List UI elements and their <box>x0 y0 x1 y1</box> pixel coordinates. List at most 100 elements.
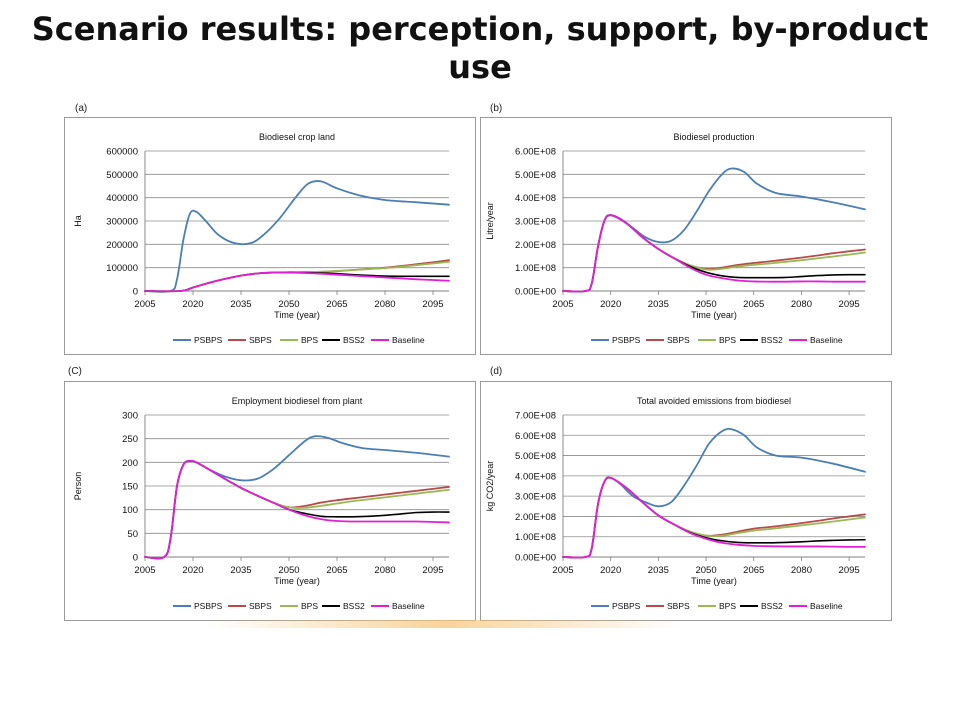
series-line-baseline <box>144 271 450 293</box>
legend-item-psbps: PSBPS <box>173 335 223 345</box>
series-line-baseline <box>562 214 866 293</box>
x-tick-label: 2080 <box>791 565 812 576</box>
y-tick-label: 6.00E+08 <box>515 147 556 158</box>
panel-label-a: (a) <box>75 103 88 114</box>
x-tick-label: 2020 <box>182 565 203 576</box>
x-tick-label: 2005 <box>552 299 573 310</box>
y-tick-label: 100000 <box>106 263 138 274</box>
legend-item-psbps: PSBPS <box>591 601 641 611</box>
y-tick-label: 5.00E+08 <box>515 170 556 181</box>
legend-item-baseline: Baseline <box>371 335 425 345</box>
series-line-bss2 <box>562 214 866 293</box>
y-tick-label: 2.00E+08 <box>515 240 556 251</box>
x-tick-label: 2020 <box>600 299 621 310</box>
x-tick-label: 2005 <box>134 299 155 310</box>
legend-item-psbps: PSBPS <box>591 335 641 345</box>
y-tick-label: 300000 <box>106 217 138 228</box>
series-line-sbps <box>562 214 866 293</box>
legend-label: PSBPS <box>612 335 641 345</box>
series-line-psbps <box>562 167 866 293</box>
x-tick-label: 2035 <box>648 565 669 576</box>
legend-label: BSS2 <box>343 335 365 345</box>
x-tick-label: 2065 <box>326 565 347 576</box>
y-tick-label: 4.00E+08 <box>515 471 556 482</box>
chart-svg: Employment biodiesel from plant 0 50 100 150… <box>73 396 450 611</box>
chart-panel-crop-land: Biodiesel crop land 0 100000 200000 300000 40… <box>64 117 476 355</box>
x-tick-label: 2020 <box>182 299 203 310</box>
y-tick-label: 300 <box>122 411 138 422</box>
x-tick-label: 2095 <box>422 565 443 576</box>
y-tick-label: 100 <box>122 505 138 516</box>
legend-label: PSBPS <box>612 601 641 611</box>
panel-label-c: (C) <box>68 366 82 377</box>
y-axis-label: Ha <box>73 215 83 227</box>
y-tick-label: 1.00E+08 <box>515 263 556 274</box>
y-tick-label: 50 <box>127 529 138 540</box>
series-line-baseline <box>144 459 450 560</box>
legend-item-sbps: SBPS <box>228 335 272 345</box>
legend-item-sbps: SBPS <box>646 601 690 611</box>
legend-item-psbps: PSBPS <box>173 601 223 611</box>
chart-title: Biodiesel crop land <box>259 132 335 142</box>
series-line-psbps <box>562 427 866 559</box>
chart-svg: Biodiesel production 0.00E+00 1.00E+08 2.00… <box>485 132 866 345</box>
legend-label: Baseline <box>810 335 843 345</box>
legend-item-bps: BPS <box>698 335 736 345</box>
y-tick-label: 0.00E+00 <box>515 553 556 564</box>
y-tick-label: 0 <box>133 287 138 298</box>
x-tick-label: 2050 <box>695 565 716 576</box>
y-axis-label: kg CO2/year <box>485 461 495 512</box>
legend-label: BPS <box>719 601 736 611</box>
x-tick-label: 2080 <box>374 565 395 576</box>
x-axis-label: Time (year) <box>274 576 320 586</box>
series-line-psbps <box>144 435 450 560</box>
x-tick-label: 2050 <box>695 299 716 310</box>
y-tick-label: 3.00E+08 <box>515 492 556 503</box>
series-line-baseline <box>562 476 866 559</box>
x-tick-label: 2035 <box>230 299 251 310</box>
x-tick-label: 2080 <box>374 299 395 310</box>
panel-label-b: (b) <box>490 103 503 114</box>
chart-title: Employment biodiesel from plant <box>232 396 363 406</box>
footer-accent-glow <box>210 620 680 628</box>
y-tick-label: 600000 <box>106 147 138 158</box>
chart-panel-production: Biodiesel production 0.00E+00 1.00E+08 2.00… <box>480 117 892 355</box>
legend-item-bss2: BSS2 <box>740 601 783 611</box>
legend-item-bss2: BSS2 <box>322 601 365 611</box>
legend-label: SBPS <box>249 335 272 345</box>
x-axis-label: Time (year) <box>691 310 737 320</box>
y-tick-label: 200 <box>122 458 138 469</box>
legend-item-bss2: BSS2 <box>740 335 783 345</box>
x-tick-label: 2065 <box>743 565 764 576</box>
legend-label: Baseline <box>392 601 425 611</box>
x-tick-label: 2065 <box>743 299 764 310</box>
y-tick-label: 2.00E+08 <box>515 512 556 523</box>
legend-label: BPS <box>719 335 736 345</box>
x-tick-label: 2095 <box>839 565 860 576</box>
slide-title: Scenario results: perception, support, b… <box>31 10 929 86</box>
legend-label: SBPS <box>667 601 690 611</box>
legend-item-baseline: Baseline <box>371 601 425 611</box>
y-tick-label: 400000 <box>106 193 138 204</box>
legend-label: SBPS <box>249 601 272 611</box>
y-axis-label: Litre/year <box>485 202 495 240</box>
legend-label: BPS <box>301 601 318 611</box>
legend-label: PSBPS <box>194 601 223 611</box>
legend-label: Baseline <box>810 601 843 611</box>
x-tick-label: 2095 <box>839 299 860 310</box>
x-tick-label: 2035 <box>648 299 669 310</box>
x-tick-label: 2050 <box>278 565 299 576</box>
x-axis-label: Time (year) <box>691 576 737 586</box>
chart-svg: Total avoided emissions from biodiesel 0.… <box>485 396 866 611</box>
chart-panel-emissions: Total avoided emissions from biodiesel 0.… <box>480 381 892 621</box>
legend-label: SBPS <box>667 335 690 345</box>
x-axis-label: Time (year) <box>274 310 320 320</box>
y-tick-label: 3.00E+08 <box>515 217 556 228</box>
chart-panel-employment: Employment biodiesel from plant 0 50 100 150… <box>64 381 476 621</box>
x-tick-label: 2035 <box>230 565 251 576</box>
y-tick-label: 150 <box>122 482 138 493</box>
y-tick-label: 7.00E+08 <box>515 411 556 422</box>
x-tick-label: 2005 <box>134 565 155 576</box>
x-tick-label: 2080 <box>791 299 812 310</box>
legend-item-bps: BPS <box>280 601 318 611</box>
